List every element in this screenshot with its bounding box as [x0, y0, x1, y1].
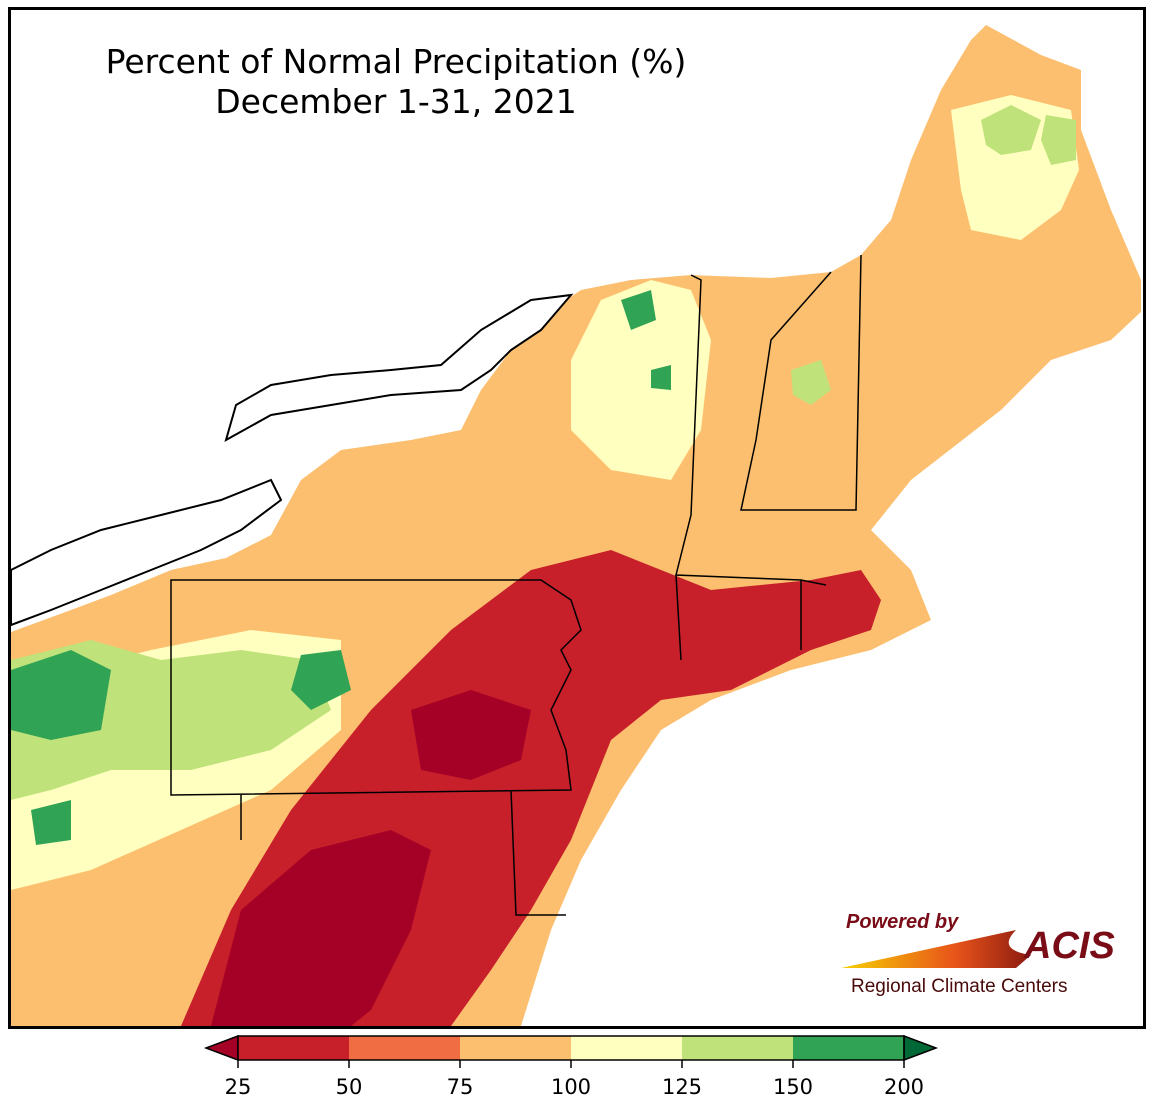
- colorbar-arrow-low: [203, 1034, 239, 1062]
- lake-ontario: [224, 293, 574, 443]
- lake-erie: [11, 478, 283, 627]
- acis-logo: Powered by ACIS Regional Climate Centers: [841, 911, 1115, 997]
- precipitation-map: [11, 25, 1143, 1026]
- colorbar-tick-label: 75: [447, 1075, 474, 1099]
- colorbar-swatch: [682, 1036, 793, 1060]
- colorbar-ticks: 25 50 75 100 125 150 200: [225, 1060, 924, 1099]
- logo-acis: ACIS: [1023, 925, 1115, 967]
- colorbar-swatches: [203, 1034, 939, 1062]
- colorbar-tick-label: 150: [773, 1075, 813, 1099]
- colorbar: 25 50 75 100 125 150 200: [203, 1034, 939, 1099]
- colorbar-tick-label: 50: [336, 1075, 363, 1099]
- logo-powered-by: Powered by: [846, 911, 959, 933]
- logo-swoosh: [841, 930, 1031, 968]
- colorbar-tick-label: 200: [884, 1075, 924, 1099]
- region-yellow-ny: [571, 280, 711, 480]
- colorbar-arrow-high: [903, 1034, 939, 1062]
- state-boundaries: [170, 254, 862, 916]
- map-frame: Percent of Normal Precipitation (%) Dece…: [8, 7, 1146, 1029]
- region-darkgreen-wpa: [11, 650, 351, 845]
- region-darkred-core: [211, 690, 531, 1026]
- colorbar-swatch: [460, 1036, 571, 1060]
- map-date-range: December 1-31, 2021: [215, 82, 577, 121]
- colorbar-swatch: [349, 1036, 460, 1060]
- map-title: Percent of Normal Precipitation (%): [105, 42, 687, 81]
- ocean: [521, 310, 1143, 1026]
- region-green-ny: [621, 290, 671, 390]
- region-green-nh: [791, 360, 831, 405]
- colorbar-tick-label: 25: [225, 1075, 252, 1099]
- region-green-maine: [981, 105, 1076, 165]
- colorbar-tick-label: 100: [551, 1075, 591, 1099]
- logo-subtitle: Regional Climate Centers: [851, 976, 1068, 997]
- colorbar-tick-label: 125: [662, 1075, 702, 1099]
- colorbar-swatch: [238, 1036, 349, 1060]
- colorbar-swatch: [571, 1036, 682, 1060]
- colorbar-swatch: [793, 1036, 904, 1060]
